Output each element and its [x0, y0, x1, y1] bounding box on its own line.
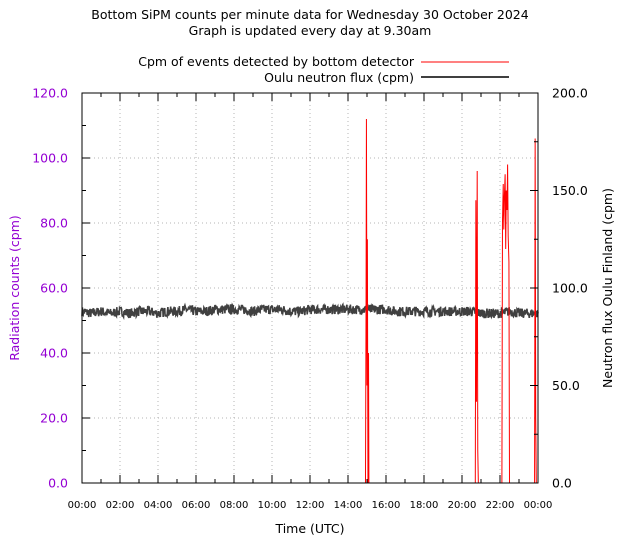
plot-series: [81, 118, 539, 484]
legend: Cpm of events detected by bottom detecto…: [138, 54, 509, 85]
grid: [82, 93, 538, 483]
y-right-tick-label: 50.0: [552, 378, 580, 393]
y-right-tick-label: 0.0: [552, 476, 572, 491]
x-tick-label: 10:00: [258, 500, 287, 511]
y-left-tick-label: 80.0: [40, 216, 68, 231]
series-line-oulu: [81, 302, 539, 321]
series-line-bottom: [501, 164, 510, 484]
y-left-tick-label: 100.0: [32, 151, 68, 166]
legend-label-oulu: Oulu neutron flux (cpm): [264, 70, 414, 85]
y-left-tick-label: 40.0: [40, 346, 68, 361]
y-left-tick-label: 0.0: [48, 476, 68, 491]
x-tick-label: 00:00: [524, 500, 553, 511]
x-axis-label: Time (UTC): [274, 521, 344, 536]
chart-subtitle: Graph is updated every day at 9.30am: [189, 23, 432, 38]
y-left-tick-label: 120.0: [32, 86, 68, 101]
y-axis-left-label: Radiation counts (cpm): [7, 215, 22, 361]
x-tick-label: 20:00: [448, 500, 477, 511]
x-tick-label: 16:00: [372, 500, 401, 511]
y-axis-right-label: Neutron flux Oulu Finland (cpm): [600, 188, 615, 388]
x-tick-label: 02:00: [106, 500, 135, 511]
y-left-tick-label: 20.0: [40, 411, 68, 426]
legend-label-bottom: Cpm of events detected by bottom detecto…: [138, 54, 415, 69]
y-left-tick-label: 60.0: [40, 281, 68, 296]
x-tick-label: 22:00: [486, 500, 515, 511]
series-line-bottom: [364, 118, 370, 484]
series-line-bottom: [474, 170, 479, 484]
x-tick-label: 08:00: [220, 500, 249, 511]
x-tick-label: 04:00: [144, 500, 173, 511]
axes: 00:00 02:00 04:00 06:00 08:00 10:00 12:00 14:00…: [32, 86, 588, 512]
y-right-tick-label: 200.0: [552, 86, 588, 101]
x-tick-label: 14:00: [334, 500, 363, 511]
x-tick-label: 12:00: [296, 500, 325, 511]
x-tick-label: 18:00: [410, 500, 439, 511]
series-line-bottom: [534, 138, 537, 484]
y-right-tick-label: 100.0: [552, 281, 588, 296]
x-tick-label: 06:00: [182, 500, 211, 511]
x-tick-label: 00:00: [68, 500, 97, 511]
chart-title: Bottom SiPM counts per minute data for W…: [91, 7, 528, 22]
y-right-tick-label: 150.0: [552, 183, 588, 198]
